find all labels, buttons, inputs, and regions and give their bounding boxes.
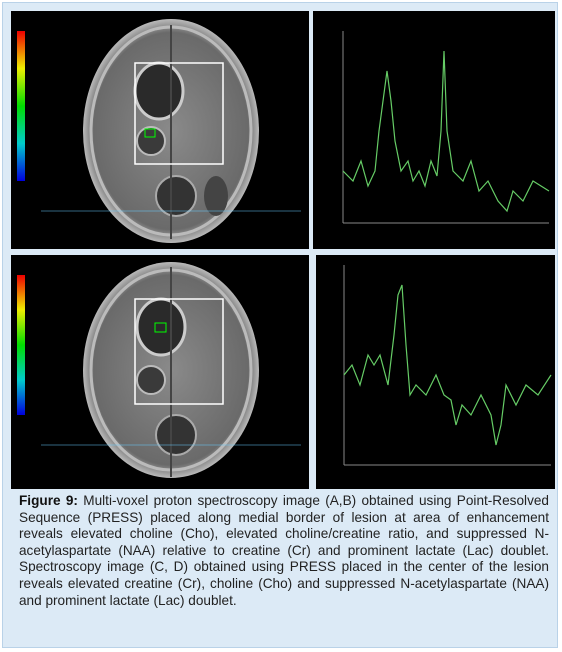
spectrum-d [316, 255, 555, 489]
caption-label: Figure 9: [19, 493, 78, 508]
figure-caption: Figure 9: Multi-voxel proton spectroscop… [19, 493, 549, 609]
mri-image-c [11, 255, 309, 489]
mri-image-a [11, 11, 309, 249]
spectrum-b [313, 11, 555, 249]
caption-text: Multi-voxel proton spectroscopy image (A… [19, 493, 549, 608]
